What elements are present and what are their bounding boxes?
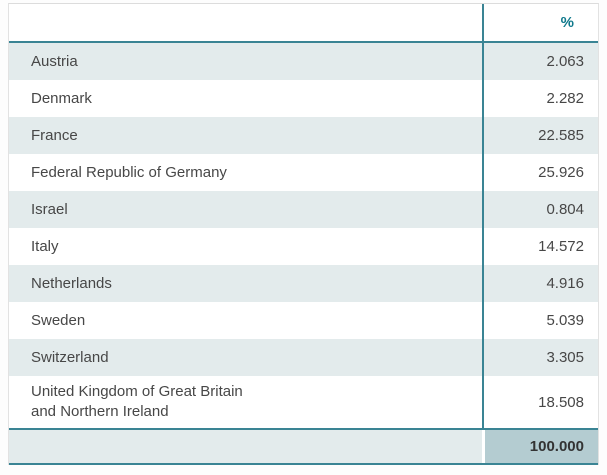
percent-value: 2.282: [482, 80, 598, 117]
country-label: Italy: [31, 237, 59, 255]
table-row: France 22.585: [9, 117, 598, 154]
table-row: Italy 14.572: [9, 228, 598, 265]
percent-value: 18.508: [482, 376, 598, 428]
country-label: United Kingdom of Great Britain and Nort…: [31, 383, 243, 420]
table-row: Netherlands 4.916: [9, 265, 598, 302]
table-row: Federal Republic of Germany 25.926: [9, 154, 598, 191]
table-row: Switzerland 3.305: [9, 339, 598, 376]
percent-value: 22.585: [482, 117, 598, 154]
country-label: France: [31, 126, 78, 144]
country-label: Austria: [31, 52, 78, 70]
total-row: 100.000: [9, 428, 598, 465]
country-label: Denmark: [31, 89, 92, 107]
percent-column-header: %: [482, 4, 598, 41]
table-row: Sweden 5.039: [9, 302, 598, 339]
table-row: Austria 2.063: [9, 43, 598, 80]
table-header-row: %: [9, 4, 598, 43]
total-label-cell: [9, 430, 482, 463]
table-row: United Kingdom of Great Britain and Nort…: [9, 376, 598, 428]
empty-header-cell: [9, 4, 482, 41]
percent-value: 3.305: [482, 339, 598, 376]
country-label: Israel: [31, 200, 68, 218]
percent-value: 2.063: [482, 43, 598, 80]
country-label: Netherlands: [31, 274, 112, 292]
table-row: Denmark 2.282: [9, 80, 598, 117]
percent-value: 25.926: [482, 154, 598, 191]
percent-value: 14.572: [482, 228, 598, 265]
country-label: Sweden: [31, 311, 86, 329]
country-label: Federal Republic of Germany: [31, 163, 227, 181]
percent-value: 0.804: [482, 191, 598, 228]
percent-value: 4.916: [482, 265, 598, 302]
country-label: Switzerland: [31, 348, 109, 366]
total-percent-value: 100.000: [482, 430, 598, 463]
table-row: Israel 0.804: [9, 191, 598, 228]
percent-value: 5.039: [482, 302, 598, 339]
country-percentage-table: % Austria 2.063 Denmark 2.282 France 22.…: [8, 3, 599, 465]
